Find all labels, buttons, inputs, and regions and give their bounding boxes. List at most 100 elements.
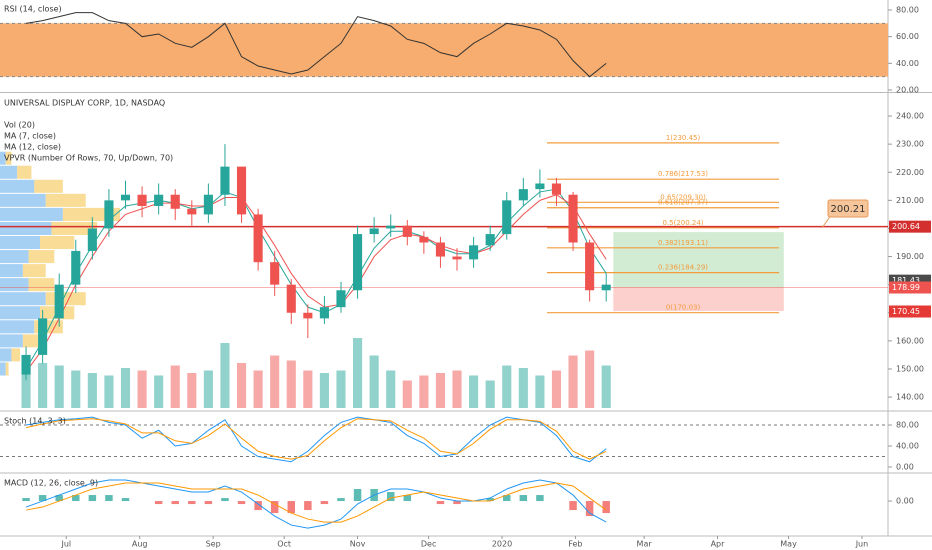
price-tag [889, 281, 931, 294]
macd-histogram-bar [403, 495, 412, 502]
macd-histogram-bar [188, 501, 196, 505]
volume-bar [435, 373, 446, 408]
indicator-label: MA (7, close) [4, 132, 56, 141]
macd-histogram-bar [154, 501, 163, 505]
candle-body [154, 194, 164, 206]
vpvr-up [0, 151, 6, 165]
macd-histogram-bar [270, 501, 279, 514]
volume-bar [154, 375, 164, 408]
indicator-label: Vol (20) [4, 121, 35, 130]
y-tick-label: 80.00 [896, 421, 919, 430]
candle-body [386, 225, 396, 229]
x-tick-label: Feb [568, 540, 582, 549]
price-tag-label: 200.64 [892, 222, 920, 231]
fib-label: 0(170.03) [666, 304, 701, 312]
x-tick-label: Nov [350, 540, 366, 549]
pane-title: UNIVERSAL DISPLAY CORP, 1D, NASDAQ [4, 99, 165, 108]
volume-bar [220, 343, 230, 408]
y-tick-label: 60.00 [896, 32, 919, 41]
macd-histogram-bar [337, 498, 345, 502]
macd-histogram-bar [171, 501, 179, 505]
y-tick-label: 140.00 [896, 393, 924, 402]
indicator-label: VPVR (Number Of Rows, 70, Up/Down, 70) [4, 154, 173, 163]
volume-bar [502, 365, 512, 408]
fib-label: 0.786(217.53) [658, 170, 708, 178]
macd-histogram-bar [585, 501, 594, 517]
volume-bar [386, 370, 396, 408]
candle-body [336, 290, 346, 308]
volume-bar [104, 375, 114, 408]
vpvr-up [0, 250, 29, 264]
volume-bar [120, 368, 131, 408]
volume-bar [236, 363, 247, 408]
volume-bar [170, 365, 180, 408]
volume-bar [21, 360, 31, 408]
vpvr-down [22, 334, 40, 348]
pane-title: RSI (14, close) [4, 5, 62, 14]
macd-histogram-bar [386, 492, 395, 502]
candle-body [319, 307, 329, 319]
candle-body [402, 225, 412, 237]
candle-body [502, 200, 512, 235]
macd-histogram-bar [453, 501, 461, 505]
vpvr-up [0, 306, 40, 320]
callout-label: 200.21 [831, 204, 866, 215]
x-tick-label: Oct [277, 540, 291, 549]
vpvr-up [0, 292, 46, 306]
y-tick-label: 240.00 [896, 112, 924, 121]
fib-label: 0.382(193.11) [658, 239, 708, 247]
volume-bar [286, 360, 296, 408]
x-tick-label: Dec [421, 540, 436, 549]
candle-body [303, 312, 313, 319]
vpvr-up [0, 334, 23, 348]
vpvr-up [0, 278, 29, 292]
volume-bar [187, 373, 197, 408]
vpvr-up [0, 264, 23, 278]
rsi-line [25, 12, 607, 78]
position-profit [613, 232, 784, 288]
vpvr-down [11, 348, 20, 362]
x-tick-label: Jun [855, 540, 869, 549]
y-tick-label: 160.00 [896, 336, 924, 345]
candle-body [535, 183, 545, 190]
macd-histogram-bar [602, 501, 610, 514]
vpvr-up [0, 362, 6, 376]
volume-bar [469, 375, 479, 408]
vpvr-down [45, 193, 86, 207]
vpvr-down [22, 264, 46, 278]
y-tick-label: 190.00 [896, 252, 924, 261]
fib-label: 0.618(207.37) [658, 199, 708, 207]
macd-histogram-bar [536, 495, 544, 502]
x-tick-label: Mar [637, 540, 653, 549]
volume-bar [137, 370, 147, 408]
candle-body [236, 166, 247, 215]
vpvr-down [34, 179, 63, 193]
y-tick-label: 40.00 [896, 59, 919, 68]
macd-histogram-bar [503, 495, 511, 502]
macd-histogram-bar [569, 501, 577, 511]
candle-body [203, 194, 213, 215]
candle-body [21, 354, 31, 375]
candle-body [170, 194, 180, 209]
y-tick-label: 20.00 [896, 86, 919, 95]
y-tick-label: 0.00 [896, 463, 914, 472]
macd-histogram-bar [237, 501, 246, 505]
candle-body [54, 284, 64, 319]
price-tag-label: 178.99 [892, 283, 920, 292]
volume-bar [601, 365, 611, 408]
y-tick-label: 230.00 [896, 140, 924, 149]
volume-bar [353, 338, 363, 408]
rsi-band [0, 23, 888, 77]
volume-bar [551, 370, 562, 408]
stoch-line [25, 416, 607, 463]
vpvr-up [0, 235, 40, 250]
vpvr-down [28, 278, 55, 292]
x-tick-label: Jul [60, 540, 71, 549]
volume-bar [303, 370, 313, 408]
price-tag [889, 305, 931, 318]
y-tick-label: 220.00 [896, 168, 924, 177]
price-tag [889, 220, 931, 233]
vpvr-up [0, 320, 35, 334]
vpvr-up [0, 193, 46, 207]
